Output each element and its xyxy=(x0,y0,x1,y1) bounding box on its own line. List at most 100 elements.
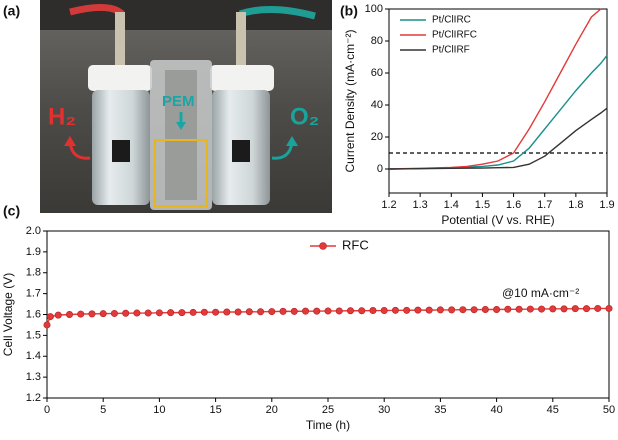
pem-holder xyxy=(165,70,197,200)
x-tick-label: 1.5 xyxy=(475,199,490,211)
marker xyxy=(459,306,467,314)
marker xyxy=(155,309,163,317)
electrode-plate xyxy=(112,140,130,162)
x-tick-label: 30 xyxy=(378,404,390,416)
marker xyxy=(122,309,130,317)
h2-label: H₂ xyxy=(48,103,76,130)
marker xyxy=(481,305,489,313)
legend-label: Pt/ClIRF xyxy=(432,45,470,56)
y-tick-label: 0 xyxy=(377,163,383,175)
y-tick-label: 40 xyxy=(371,99,383,111)
marker xyxy=(358,307,366,315)
arrow-head xyxy=(286,136,298,146)
electrode xyxy=(115,12,125,67)
x-tick-label: 20 xyxy=(266,404,278,416)
x-tick-label: 1.8 xyxy=(568,199,583,211)
highlight-box xyxy=(154,139,208,207)
series-line xyxy=(388,54,608,170)
y-tick-label: 100 xyxy=(365,3,383,15)
marker xyxy=(346,307,354,315)
x-tick-label: 1.2 xyxy=(381,199,396,211)
marker xyxy=(324,307,332,315)
series-line xyxy=(388,107,608,170)
marker xyxy=(212,308,220,316)
marker xyxy=(504,305,512,313)
marker xyxy=(380,307,388,315)
annotation: @10 mA·cm⁻² xyxy=(502,286,579,300)
plot-frame xyxy=(388,8,608,194)
y-tick-label: 2.0 xyxy=(26,225,41,237)
x-tick-label: 10 xyxy=(153,404,165,416)
marker xyxy=(594,304,602,312)
legend-label: RFC xyxy=(342,237,369,252)
marker xyxy=(245,308,253,316)
marker xyxy=(583,305,591,313)
y-tick-label: 1.5 xyxy=(26,329,41,341)
arrow-head xyxy=(176,122,186,130)
marker xyxy=(133,309,141,317)
panel-label: (a) xyxy=(3,3,20,19)
y-tick-label: 1.2 xyxy=(26,392,41,404)
marker xyxy=(257,308,265,316)
y-tick-label: 1.6 xyxy=(26,308,41,320)
photo-shadow xyxy=(40,0,332,30)
marker xyxy=(46,313,54,321)
cap xyxy=(210,65,274,91)
marker xyxy=(99,310,107,318)
x-tick-label: 5 xyxy=(100,404,106,416)
x-tick-label: 1.6 xyxy=(506,199,521,211)
marker xyxy=(77,310,85,318)
y-tick-label: 20 xyxy=(371,131,383,143)
x-tick-label: 40 xyxy=(490,404,502,416)
marker xyxy=(538,305,546,313)
electrode xyxy=(236,12,246,67)
marker xyxy=(268,308,276,316)
marker xyxy=(470,306,478,314)
y-axis-title: Current Density (mA·cm⁻²) xyxy=(343,29,357,172)
marker xyxy=(234,308,242,316)
x-tick-label: 1.9 xyxy=(599,199,614,211)
photo: H₂ PEM O₂ (a) xyxy=(3,0,332,213)
panel-label: (c) xyxy=(3,203,20,219)
pem-label: PEM xyxy=(162,93,195,110)
o2-label: O₂ xyxy=(290,103,319,130)
panel-label: (b) xyxy=(340,3,358,19)
x-tick-label: 1.4 xyxy=(444,199,459,211)
y-tick-label: 1.4 xyxy=(26,350,41,362)
marker xyxy=(178,309,186,317)
marker xyxy=(605,304,613,312)
marker xyxy=(110,309,118,317)
marker xyxy=(403,306,411,314)
x-axis-title: Potential (V vs. RHE) xyxy=(441,213,554,227)
marker xyxy=(335,307,343,315)
marker xyxy=(526,305,534,313)
x-tick-label: 1.7 xyxy=(537,199,552,211)
marker xyxy=(290,307,298,315)
marker xyxy=(313,307,321,315)
marker xyxy=(436,306,444,314)
marker xyxy=(302,307,310,315)
y-tick-label: 60 xyxy=(371,67,383,79)
marker xyxy=(54,311,62,319)
marker xyxy=(414,306,422,314)
plot-frame xyxy=(46,230,610,399)
x-tick-label: 25 xyxy=(322,404,334,416)
series-line xyxy=(388,8,602,170)
y-tick-label: 1.8 xyxy=(26,267,41,279)
marker xyxy=(65,310,73,318)
cap xyxy=(88,65,152,91)
legend-marker xyxy=(319,242,327,250)
x-tick-label: 1.3 xyxy=(412,199,427,211)
legend-label: Pt/ClIRC xyxy=(432,15,471,26)
marker xyxy=(515,305,523,313)
legend-label: Pt/ClIRFC xyxy=(432,30,477,41)
marker xyxy=(391,306,399,314)
marker xyxy=(43,321,51,329)
marker xyxy=(88,310,96,318)
marker xyxy=(549,305,557,313)
arrow-head xyxy=(64,136,76,146)
y-tick-label: 1.7 xyxy=(26,288,41,300)
x-axis-title: Time (h) xyxy=(306,418,350,432)
x-tick-label: 35 xyxy=(434,404,446,416)
